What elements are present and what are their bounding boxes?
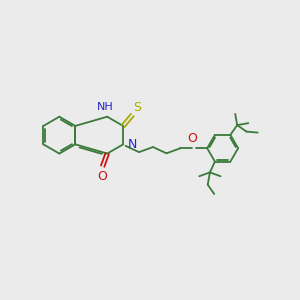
Text: O: O (97, 170, 107, 183)
Text: NH: NH (98, 102, 114, 112)
Text: S: S (134, 101, 142, 114)
Text: O: O (187, 132, 197, 145)
Text: N: N (127, 138, 137, 151)
